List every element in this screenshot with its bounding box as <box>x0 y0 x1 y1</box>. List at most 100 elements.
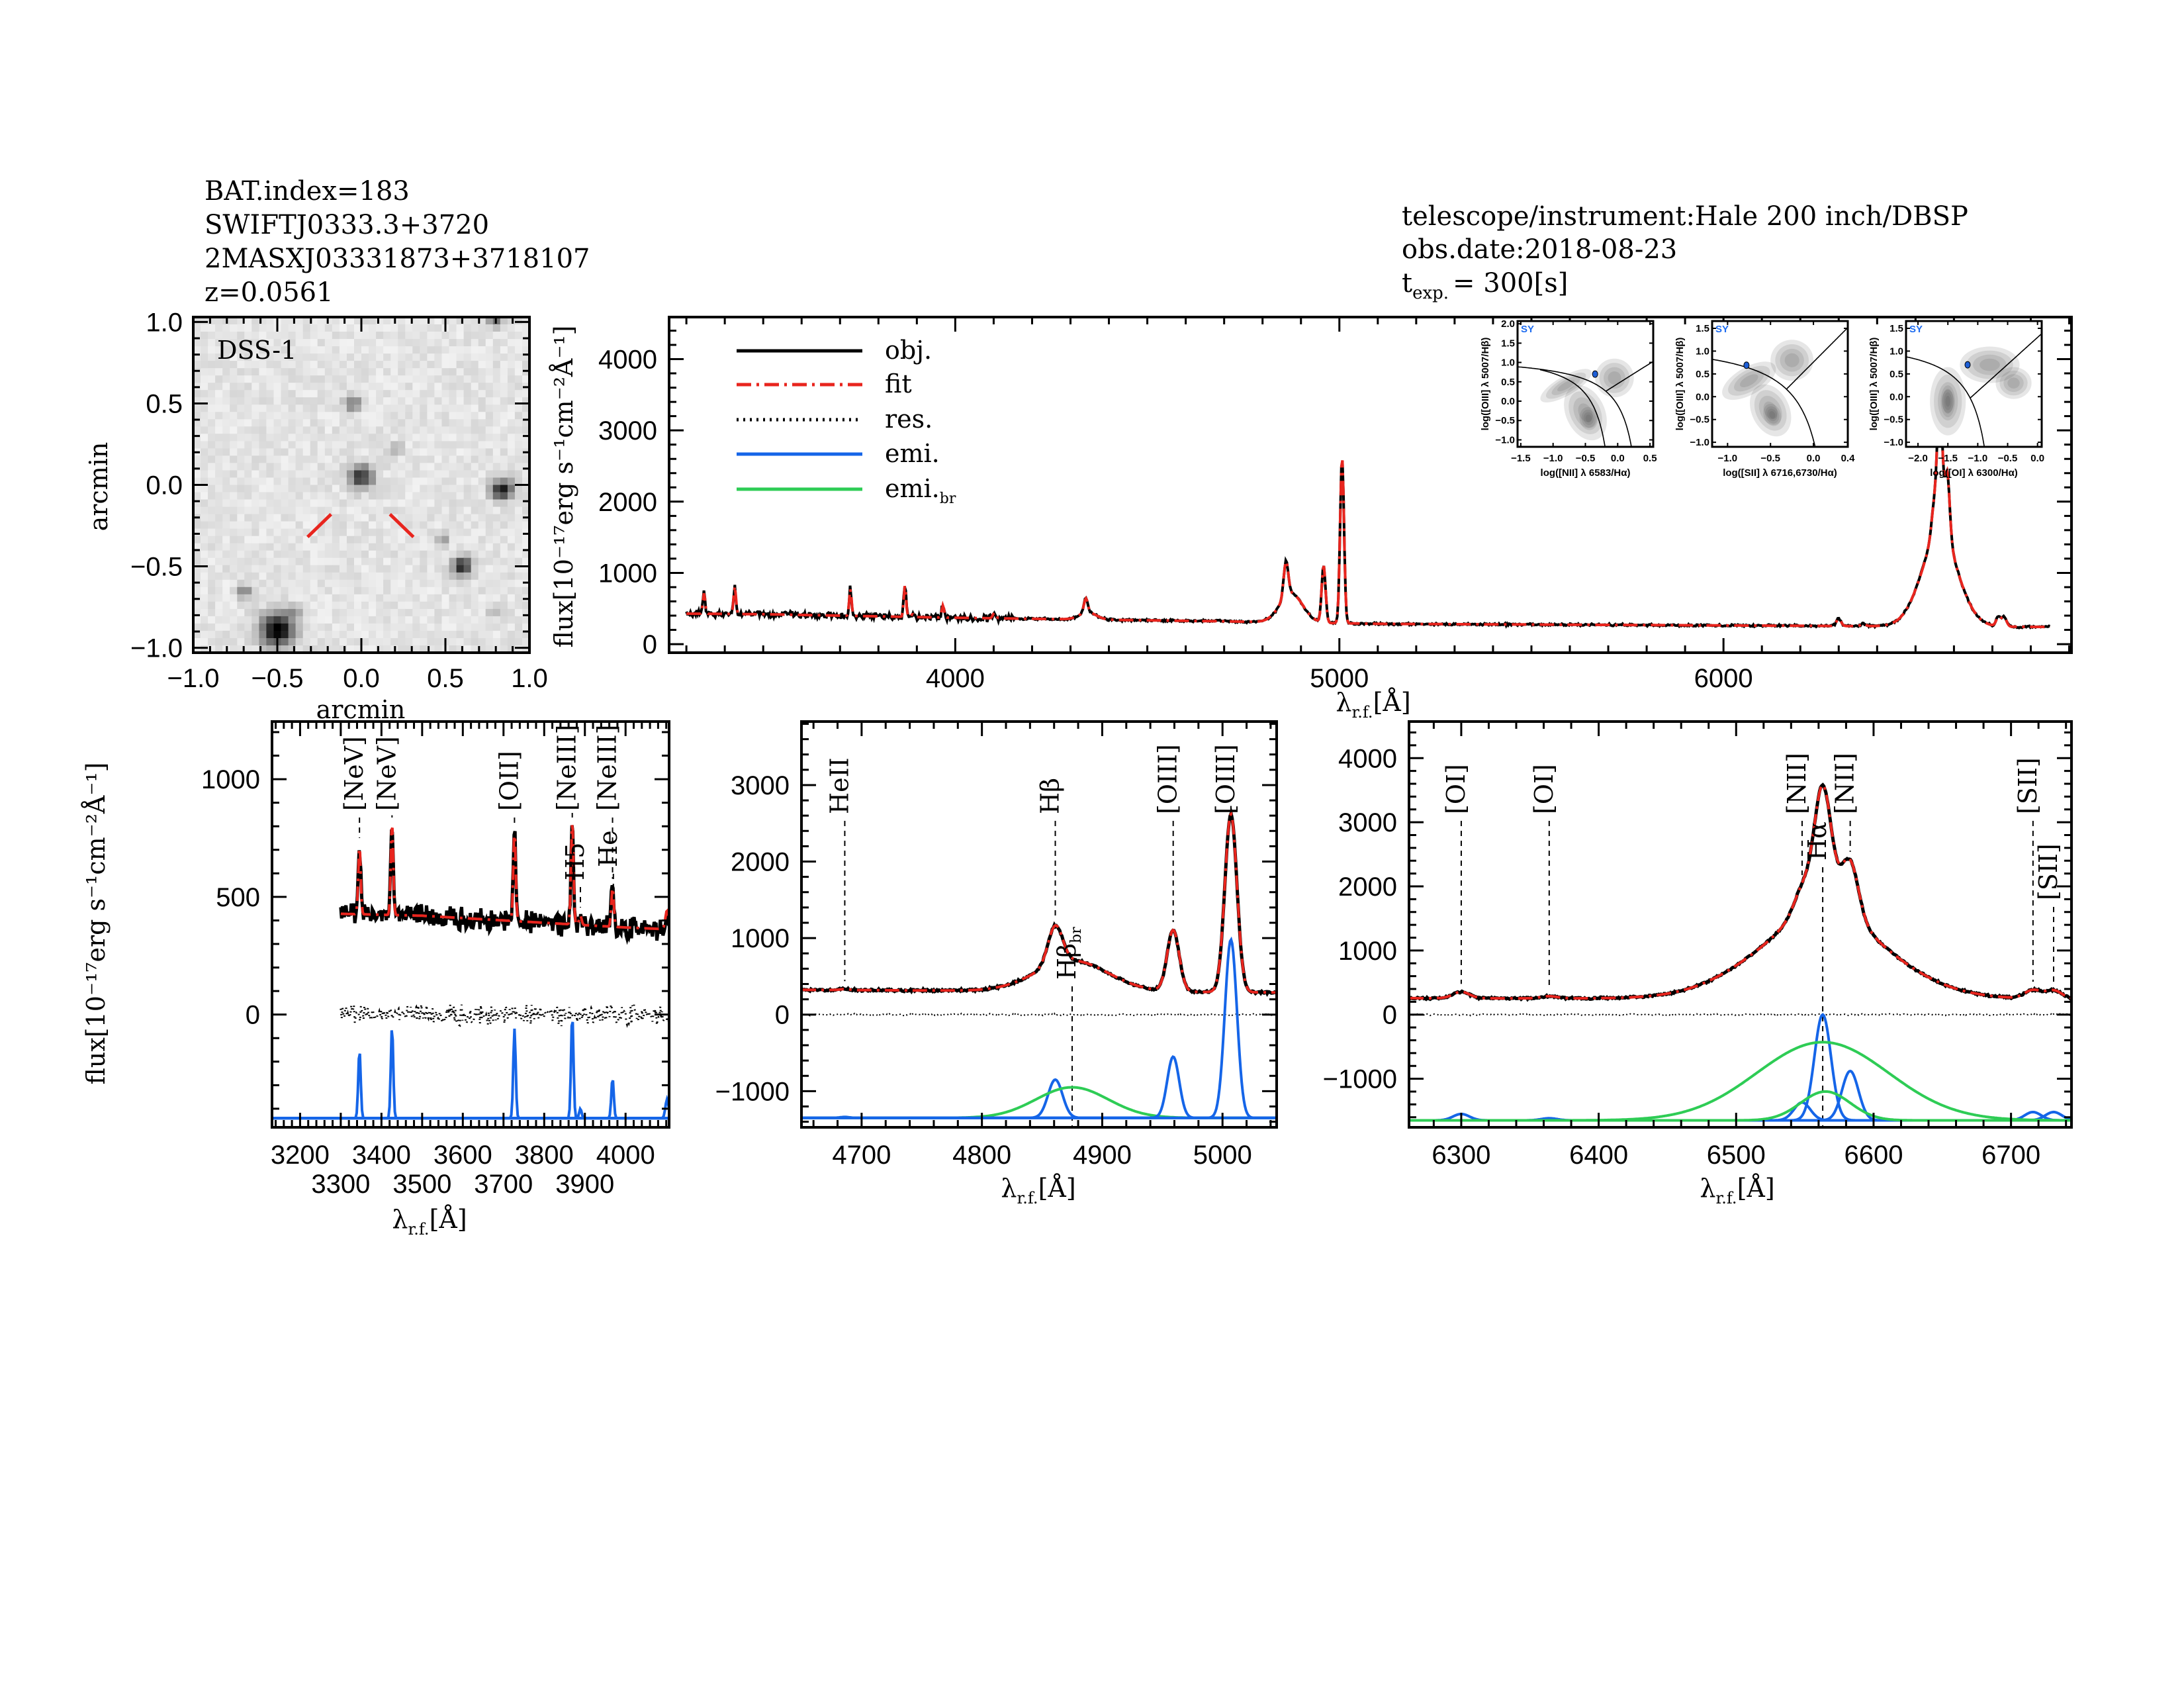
bpt-ytick-label: 1.5 <box>1501 338 1515 349</box>
bpt-ticks <box>1906 321 2042 447</box>
full-frame <box>668 316 2073 654</box>
halpha-ytick-label: 2000 <box>1338 872 1397 902</box>
galaxy-density-contour <box>1942 389 1954 413</box>
hbeta-x-axis-label: λr.f.[Å] <box>1001 1174 1075 1207</box>
seyfert-region-label: SY <box>1521 324 1534 335</box>
full-ytick-label: 4000 <box>598 346 657 375</box>
bpt-xtick-label: −0.5 <box>1760 453 1780 464</box>
bpt-ytick-label: 0.0 <box>1696 391 1709 402</box>
bat-index: BAT.index=183 <box>205 176 410 207</box>
full-ytick-label: 0 <box>643 630 657 659</box>
line-label: [NeV] <box>340 736 369 811</box>
bpt-xtick-label: 0.0 <box>2030 453 2044 464</box>
bpt-diagram-sii: SY −1.0 −0.5 0.0 0.4 −1.0 −0.5 0.0 0.5 1.0 1.5 log(… <box>1674 320 1856 479</box>
halpha-ytick-label: −1000 <box>1323 1065 1397 1094</box>
bpt-xtick-label: −1.5 <box>1938 453 1958 464</box>
top-x-axis-label: λr.f.[Å] <box>1336 688 1410 722</box>
full-ytick-label: 3000 <box>598 416 657 445</box>
halpha-x-axis-label: λr.f.[Å] <box>1700 1174 1774 1207</box>
bpt-xtick-label: −1.5 <box>1511 453 1531 464</box>
fit-spectrum <box>801 810 1277 994</box>
line-label-text: HeII <box>825 757 854 814</box>
hbeta-frame <box>800 720 1278 1129</box>
dss-xtick-label: −1.0 <box>167 664 220 693</box>
uv-xtick-label: 4000 <box>596 1141 655 1170</box>
line-label-text: [NII] <box>1831 753 1860 814</box>
legend-item: emi. <box>737 439 940 468</box>
galaxy-density-contour <box>1944 392 1952 410</box>
galaxy-density-contour <box>1758 395 1782 425</box>
uv-xtick-label: 3800 <box>515 1141 574 1170</box>
bpt-diagram-nii: SY −1.5 −1.0 −0.5 0.0 0.5 −1.0 −0.5 0.0 0.5 1.0 1.5… <box>1480 318 1657 479</box>
dss-image-panel: −1.0−1.0 −0.5 −0.5 0.0 0.0 0.5 0.5 1.0 1.0 DSS-1 <box>130 308 548 693</box>
line-label: [OI] <box>1441 764 1471 814</box>
fit-spectrum <box>1409 783 2071 1000</box>
halpha-xtick-label: 6400 <box>1569 1141 1628 1170</box>
galaxy-density-contour <box>1595 358 1634 398</box>
line-label: [SII] <box>2013 757 2042 814</box>
bpt-xtick-label: 0.4 <box>1841 453 1856 464</box>
dss-survey-label: DSS-1 <box>217 336 296 365</box>
full-spectrum-panel: 4000 5000 6000 0 1000 2000 3000 4000 obj. fit res.… <box>598 316 2073 693</box>
hbeta-ytick-label: 2000 <box>731 848 790 877</box>
dss-ytick-label: −1.0 <box>130 634 183 663</box>
galaxy-density-contour <box>1581 409 1596 428</box>
galaxy-density-contour <box>1979 358 2000 371</box>
dss-xtick-label: 1.0 <box>511 664 548 693</box>
halpha-ticks <box>1409 722 2071 1127</box>
uv-ytick-label: 0 <box>246 1001 260 1030</box>
classification-boundary <box>1786 326 1848 389</box>
galaxy-density-contour <box>1728 365 1770 396</box>
halpha-ytick-label: 0 <box>1383 1001 1397 1030</box>
lambda-unit: [Å] <box>1038 1174 1076 1203</box>
line-label-text: Hα <box>1803 821 1832 861</box>
legend-item: emi.br <box>737 474 956 507</box>
line-label-sub: br <box>1068 927 1085 943</box>
bpt-y-axis-label: log([OIII] λ 5007/Hβ) <box>1868 338 1880 431</box>
line-label-text: He <box>594 830 623 867</box>
seyfert-region-label: SY <box>1909 324 1923 335</box>
galaxy-density-contour <box>1930 367 1966 436</box>
dss-ytick-label: 0.0 <box>146 471 183 500</box>
line-label-text: [NeV] <box>372 736 401 811</box>
line-label: Hα <box>1803 821 1832 861</box>
exposure-sub: exp. <box>1412 283 1449 303</box>
line-label: [OII] <box>494 751 523 811</box>
hbeta-plot-area <box>801 806 1277 1127</box>
legend-label: obj. <box>885 336 932 365</box>
uv-xtick-label: 3900 <box>555 1170 614 1199</box>
bpt-ytick-label: 0.5 <box>1696 369 1709 380</box>
bpt-ytick-label: 0.0 <box>1501 396 1515 407</box>
line-label-text: [SII] <box>2034 843 2063 900</box>
exposure-t: t <box>1402 268 1412 299</box>
uv-ticks <box>272 722 669 1127</box>
bpt-xtick-label: 0.0 <box>1611 453 1625 464</box>
bpt-ytick-label: 0.5 <box>1889 369 1903 380</box>
bpt-x-axis-label: log([SII] λ 6716,6730/Hα) <box>1723 467 1837 479</box>
dss-xtick-label: 0.0 <box>343 664 380 693</box>
fit-spectrum <box>686 389 2050 629</box>
halpha-ytick-label: 3000 <box>1338 808 1397 837</box>
line-label-text: [NeIII] <box>593 725 622 811</box>
galaxy-density-contour <box>1945 395 1950 407</box>
hbeta-ytick-label: 1000 <box>731 924 790 953</box>
bpt-xtick-label: −1.0 <box>1718 453 1738 464</box>
lambda-unit: [Å] <box>1373 688 1411 717</box>
classification-boundary <box>1712 359 1816 447</box>
bpt-ytick-label: 1.0 <box>1889 346 1903 357</box>
galaxy-density-contour <box>1780 348 1804 372</box>
exposure-value: = 300[s] <box>1453 268 1568 299</box>
line-label: HeII <box>825 757 854 814</box>
lambda-unit: [Å] <box>1737 1174 1775 1203</box>
galaxy-density-contour <box>1583 412 1594 426</box>
swift-name: SWIFTJ0333.3+3720 <box>205 210 489 240</box>
residual-series <box>340 1004 669 1028</box>
top-flux-axis-label: flux[10⁻¹⁷erg s⁻¹cm⁻²Å⁻¹] <box>549 326 578 648</box>
bpt-xtick-label: −1.0 <box>1968 453 1988 464</box>
twomass-name: 2MASXJ03331873+3718107 <box>205 244 590 274</box>
line-label: [NII] <box>1782 753 1811 814</box>
uv-xtick-label: 3700 <box>474 1170 533 1199</box>
full-ytick-label: 1000 <box>598 559 657 588</box>
galaxy-density-contour <box>1579 406 1598 430</box>
